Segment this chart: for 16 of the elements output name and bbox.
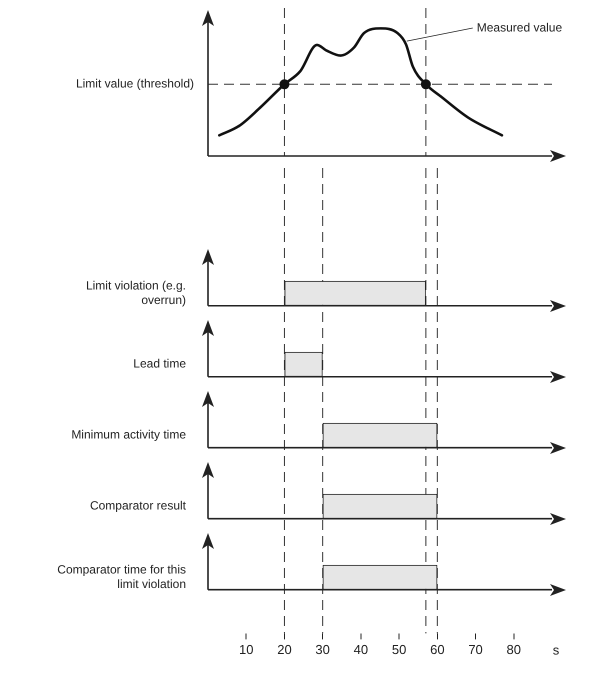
x-tick-label: 40 xyxy=(354,642,368,657)
x-tick-label: 60 xyxy=(430,642,445,657)
x-tick-label: 10 xyxy=(238,642,254,657)
x-tick-label: 20 xyxy=(277,642,292,657)
x-tick-label: 70 xyxy=(468,642,483,657)
x-tick-label: 50 xyxy=(392,642,406,657)
x-tick-label: 80 xyxy=(506,642,522,657)
category-label: Lead time xyxy=(133,356,186,371)
category-label: Limit violation (e.g. overrun) xyxy=(86,278,186,307)
category-label: Minimum activity time xyxy=(71,428,186,442)
x-axis-title: s xyxy=(552,642,560,658)
ref-line-label: Limit value (threshold) xyxy=(76,76,194,91)
x-tick-label: 30 xyxy=(315,642,330,657)
annotation: Measured value xyxy=(476,20,562,34)
category-label: Comparator time for this limit violation xyxy=(57,562,186,591)
category-label: Comparator result xyxy=(90,498,186,513)
